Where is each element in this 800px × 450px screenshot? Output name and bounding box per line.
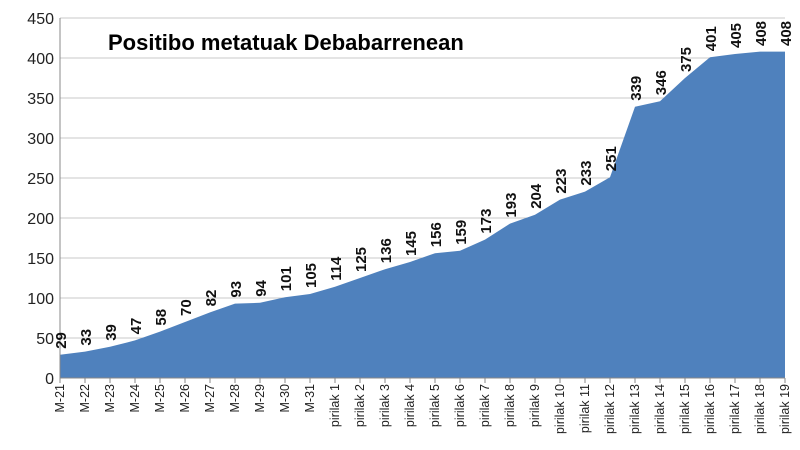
x-tick-label: pirilak 2 <box>353 384 367 427</box>
chart-title: Positibo metatuak Debabarrenean <box>108 30 464 55</box>
y-tick-label: 250 <box>27 171 54 188</box>
data-label: 39 <box>103 324 120 341</box>
x-tick-label: M-30 <box>278 384 292 413</box>
x-tick-label: pirilak 1 <box>328 384 342 427</box>
data-label: 375 <box>678 47 695 72</box>
x-tick-label: M-28 <box>228 384 242 413</box>
x-tick-label: pirilak 14 <box>653 384 667 434</box>
x-tick-label: pirilak 11 <box>578 384 592 433</box>
y-tick-label: 450 <box>27 11 54 28</box>
x-tick-label: M-27 <box>203 384 217 413</box>
x-tick-label: M-24 <box>128 384 142 413</box>
x-tick-label: pirilak 13 <box>628 384 642 434</box>
x-tick-label: pirilak 18 <box>753 384 767 434</box>
x-tick-label: M-29 <box>253 384 267 413</box>
data-label: 251 <box>603 146 620 171</box>
data-label: 408 <box>778 21 795 46</box>
axis-layer: 0 50 100 150 200 250 300 350 400 450 M-21 M-22 M-23 M… <box>27 11 792 434</box>
data-label: 233 <box>578 161 595 186</box>
y-tick-label: 400 <box>27 51 54 68</box>
data-label-layer: 29 33 39 47 58 70 82 93 94 101 105 114 125 136 145 156 1… <box>53 21 795 349</box>
data-label: 159 <box>453 220 470 245</box>
y-tick-label: 100 <box>27 291 54 308</box>
data-label: 408 <box>753 21 770 46</box>
data-label: 145 <box>403 231 420 256</box>
x-tick-label: pirilak 12 <box>603 384 617 434</box>
x-tick-label: pirilak 8 <box>503 384 517 427</box>
data-label: 173 <box>478 209 495 234</box>
data-label: 401 <box>703 26 720 51</box>
x-tick-label: pirilak 7 <box>478 384 492 427</box>
y-tick-label: 300 <box>27 131 54 148</box>
x-tick-label: pirilak 10 <box>553 384 567 434</box>
y-tick-label: 50 <box>36 331 54 348</box>
x-tick-label: pirilak 9 <box>528 384 542 427</box>
y-tick-label: 200 <box>27 211 54 228</box>
data-label: 58 <box>153 309 170 326</box>
x-tick-label: pirilak 3 <box>378 384 392 427</box>
x-tick-label: pirilak 16 <box>703 384 717 434</box>
x-tick-label: pirilak 5 <box>428 384 442 427</box>
data-label: 405 <box>728 23 745 48</box>
y-tick-label: 150 <box>27 251 54 268</box>
y-tick-label: 0 <box>45 371 54 388</box>
x-tick-label: pirilak 17 <box>728 384 742 434</box>
data-label: 47 <box>128 318 145 335</box>
data-label: 125 <box>353 247 370 272</box>
data-label: 223 <box>553 169 570 194</box>
data-label: 114 <box>328 256 345 281</box>
data-label: 136 <box>378 238 395 263</box>
area-series <box>60 51 785 378</box>
data-label: 339 <box>628 76 645 101</box>
x-tick-label: M-31 <box>303 384 317 413</box>
data-label: 105 <box>303 263 320 288</box>
x-tick-label: M-23 <box>103 384 117 413</box>
data-label: 204 <box>528 183 545 209</box>
data-label: 156 <box>428 222 445 247</box>
x-tick-label: pirilak 4 <box>403 384 417 427</box>
area-layer <box>60 51 785 378</box>
data-label: 346 <box>653 70 670 95</box>
x-tick-label: pirilak 15 <box>678 384 692 434</box>
data-label: 29 <box>53 332 70 349</box>
y-tick-label: 350 <box>27 91 54 108</box>
data-label: 93 <box>228 281 245 298</box>
data-label: 94 <box>253 279 270 296</box>
data-label: 33 <box>78 329 95 346</box>
data-label: 82 <box>203 290 220 307</box>
data-label: 70 <box>178 299 195 316</box>
x-tick-label: M-26 <box>178 384 192 413</box>
data-label: 101 <box>278 266 295 291</box>
data-label: 193 <box>503 193 520 218</box>
x-tick-label: pirilak 19 <box>778 384 792 434</box>
x-tick-label: M-22 <box>78 384 92 413</box>
x-tick-label: pirilak 6 <box>453 384 467 427</box>
x-tick-label: M-21 <box>53 384 67 413</box>
x-tick-label: M-25 <box>153 384 167 413</box>
